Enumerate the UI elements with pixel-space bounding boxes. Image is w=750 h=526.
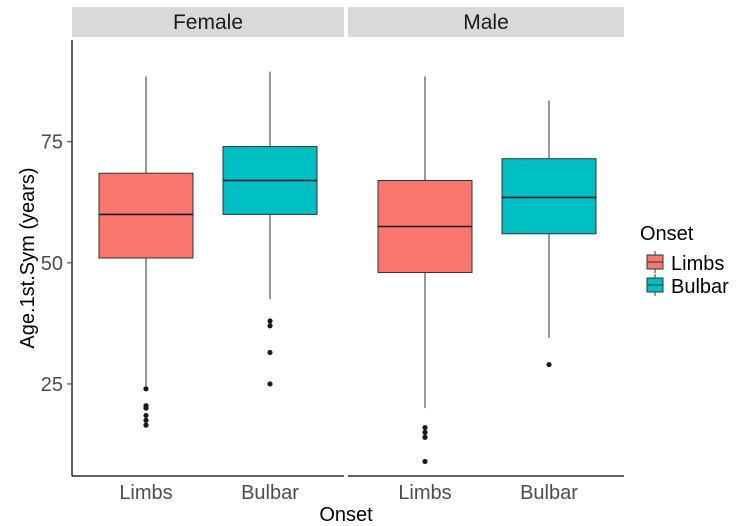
legend-label-bulbar: Bulbar xyxy=(671,276,729,298)
legend: Onset Limbs Bulbar xyxy=(640,223,729,298)
box-layer xyxy=(98,71,597,465)
facet-strip-male xyxy=(348,7,624,37)
y-tick-label: 75 xyxy=(41,132,63,154)
facet-label-male: Male xyxy=(463,11,509,34)
outlier-point xyxy=(422,424,428,431)
outlier-point xyxy=(546,361,552,368)
box-female-bulbar xyxy=(222,71,318,387)
outlier-point xyxy=(422,458,428,465)
x-tick-label-male-limbs: Limbs xyxy=(398,482,451,504)
facet-label-female: Female xyxy=(173,11,243,34)
box-female-limbs xyxy=(98,76,194,428)
outlier-point xyxy=(422,429,428,435)
x-tick-label-male-bulbar: Bulbar xyxy=(520,482,578,504)
outlier-point xyxy=(422,434,428,440)
outlier-point xyxy=(143,417,149,423)
y-axis-title: Age.1st.Sym (years) xyxy=(17,167,39,348)
outlier-point xyxy=(267,318,273,324)
y-tick-label: 25 xyxy=(41,374,63,396)
iqr-box xyxy=(98,172,194,259)
legend-item-bulbar: Bulbar xyxy=(646,274,729,298)
y-tick-label: 50 xyxy=(41,253,63,275)
outlier-point xyxy=(143,422,149,428)
outlier-point xyxy=(267,349,273,356)
legend-label-limbs: Limbs xyxy=(671,253,724,275)
legend-title: Onset xyxy=(640,223,694,245)
x-tick-label-female-limbs: Limbs xyxy=(119,482,172,504)
x-tick-label-female-bulbar: Bulbar xyxy=(241,482,299,504)
outlier-point xyxy=(267,323,273,329)
box-male-limbs xyxy=(377,76,473,465)
outlier-point xyxy=(143,412,149,419)
legend-item-limbs: Limbs xyxy=(646,251,724,275)
facet-strip-female xyxy=(72,7,344,37)
iqr-box xyxy=(501,158,597,235)
x-axis-title: Onset xyxy=(319,504,373,526)
outlier-point xyxy=(143,405,149,411)
box-male-bulbar xyxy=(501,100,597,368)
outlier-point xyxy=(267,381,273,387)
y-axis-ticks: 25 50 75 xyxy=(41,132,72,396)
outlier-point xyxy=(143,386,149,392)
